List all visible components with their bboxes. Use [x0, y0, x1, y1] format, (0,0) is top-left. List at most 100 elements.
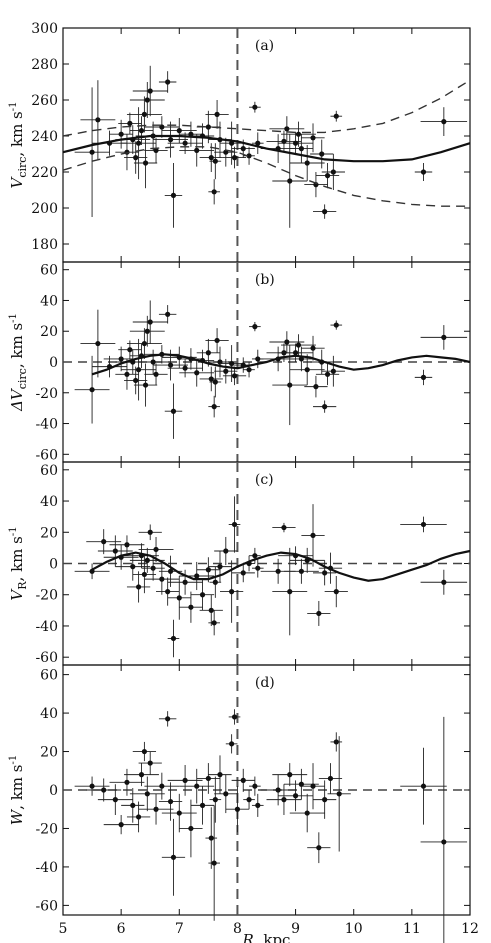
point-marker [147, 319, 153, 325]
point-marker [118, 131, 124, 137]
point-marker [336, 791, 342, 797]
point-marker [223, 368, 229, 374]
point-marker [170, 192, 177, 198]
point-marker [167, 362, 174, 368]
data-point [260, 774, 296, 806]
point-marker [322, 570, 328, 576]
point-marker [214, 337, 220, 344]
point-marker [208, 835, 214, 841]
point-marker [255, 802, 261, 808]
data-point [208, 179, 220, 205]
data-point [129, 776, 165, 812]
point-marker [144, 97, 150, 103]
data-point [313, 204, 337, 219]
data-point [301, 504, 325, 567]
point-marker [112, 797, 118, 803]
point-marker [135, 584, 142, 590]
point-marker [89, 783, 95, 789]
data-point [327, 736, 351, 852]
data-point [321, 355, 345, 387]
data-point [74, 776, 110, 796]
y-axis-title-exp: -1 [8, 101, 19, 111]
y-axis-title: Vcirc, km s-1 [8, 101, 29, 188]
point-marker [124, 371, 130, 377]
point-marker [316, 845, 322, 851]
y-tick-label: -40 [35, 417, 58, 433]
model-bound-curve [62, 146, 470, 207]
point-marker [246, 153, 252, 159]
model-curve [91, 549, 471, 582]
point-marker [441, 839, 447, 845]
data-point [272, 522, 296, 533]
point-marker [292, 793, 299, 799]
data-point [132, 741, 157, 762]
x-tick-label: 10 [345, 921, 363, 937]
point-marker [208, 376, 214, 382]
point-marker [287, 382, 293, 388]
y-axis-title-exp: -1 [8, 755, 19, 765]
point-marker [188, 604, 194, 610]
data-point [330, 110, 343, 122]
data-point [214, 774, 238, 814]
data-point [124, 763, 159, 787]
data-point [214, 536, 238, 566]
point-marker [231, 714, 238, 720]
point-marker [295, 342, 302, 348]
data-point [269, 116, 305, 142]
point-marker [112, 548, 118, 554]
point-marker [223, 548, 229, 554]
point-marker [150, 359, 156, 365]
data-point [414, 163, 433, 181]
point-marker [167, 568, 174, 574]
point-marker [212, 579, 218, 585]
y-axis-title-unit: , km s [8, 111, 26, 156]
point-marker [246, 797, 252, 803]
data-point [179, 591, 203, 623]
panel-c: -60 -40 -20 0 20 40 60 (c) VR, km s-1 [8, 461, 471, 666]
point-marker [246, 367, 252, 373]
point-marker [292, 140, 299, 146]
point-marker [135, 814, 142, 820]
data-point [164, 383, 183, 439]
data-point [420, 716, 468, 943]
point-marker [231, 521, 238, 528]
point-marker [188, 825, 194, 832]
data-point [161, 818, 186, 896]
point-marker [234, 806, 241, 812]
point-marker [333, 113, 339, 119]
point-marker [138, 772, 145, 778]
y-axis-title-sub: circ [16, 157, 29, 178]
data-point [153, 121, 189, 158]
data-point [74, 87, 110, 217]
y-tick-label: 60 [40, 668, 58, 684]
point-marker [153, 546, 159, 553]
point-marker [165, 716, 171, 722]
point-marker [298, 146, 304, 152]
point-marker [89, 387, 95, 393]
y-tick-label: 260 [31, 93, 58, 109]
y-axis-title-unit: , km s [8, 765, 26, 810]
point-marker [319, 151, 325, 157]
point-marker [199, 802, 206, 808]
point-marker [255, 140, 261, 146]
point-marker [188, 131, 194, 137]
data-point [208, 755, 232, 794]
point-marker [176, 128, 182, 134]
data-point [231, 563, 255, 583]
data-point [289, 346, 314, 372]
data-point [74, 563, 110, 580]
point-marker [141, 111, 147, 117]
point-marker [212, 158, 218, 164]
data-point [103, 815, 139, 835]
data-point [420, 325, 468, 350]
point-marker [330, 169, 336, 175]
point-marker [298, 568, 304, 574]
point-marker [199, 592, 206, 598]
point-marker [147, 88, 153, 94]
y-axis-title: W, km s-1 [8, 755, 26, 826]
point-marker [144, 328, 150, 334]
point-marker [292, 350, 299, 356]
data-point [318, 763, 343, 794]
point-marker [284, 339, 290, 345]
y-tick-label: 20 [40, 525, 58, 541]
